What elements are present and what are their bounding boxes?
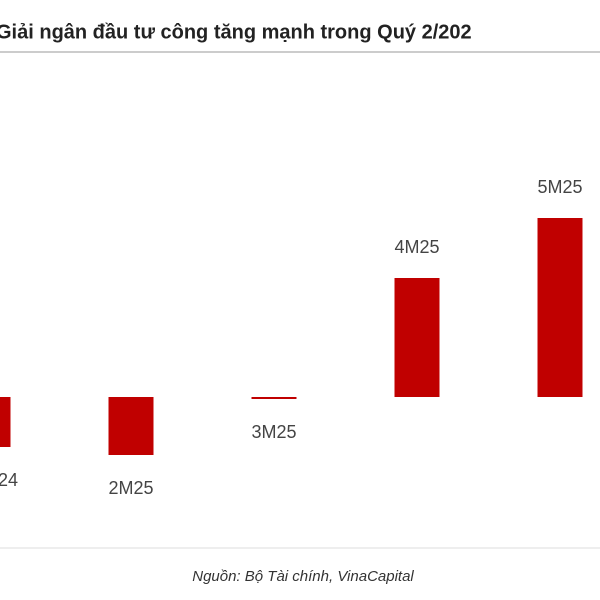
bar (108, 397, 154, 455)
category-label: 2M25 (108, 478, 153, 498)
bar (0, 397, 11, 447)
bar (394, 278, 440, 397)
bar (537, 218, 583, 397)
bar (251, 397, 297, 399)
category-label: 5M25 (537, 177, 582, 197)
source: Nguồn: Bộ Tài chính, VinaCapital (192, 568, 414, 585)
category-label: 3M25 (251, 422, 296, 442)
chart-title: Giải ngân đầu tư công tăng mạnh trong Qu… (0, 21, 472, 43)
category-label: 24 (0, 470, 18, 490)
category-label: 4M25 (394, 237, 439, 257)
